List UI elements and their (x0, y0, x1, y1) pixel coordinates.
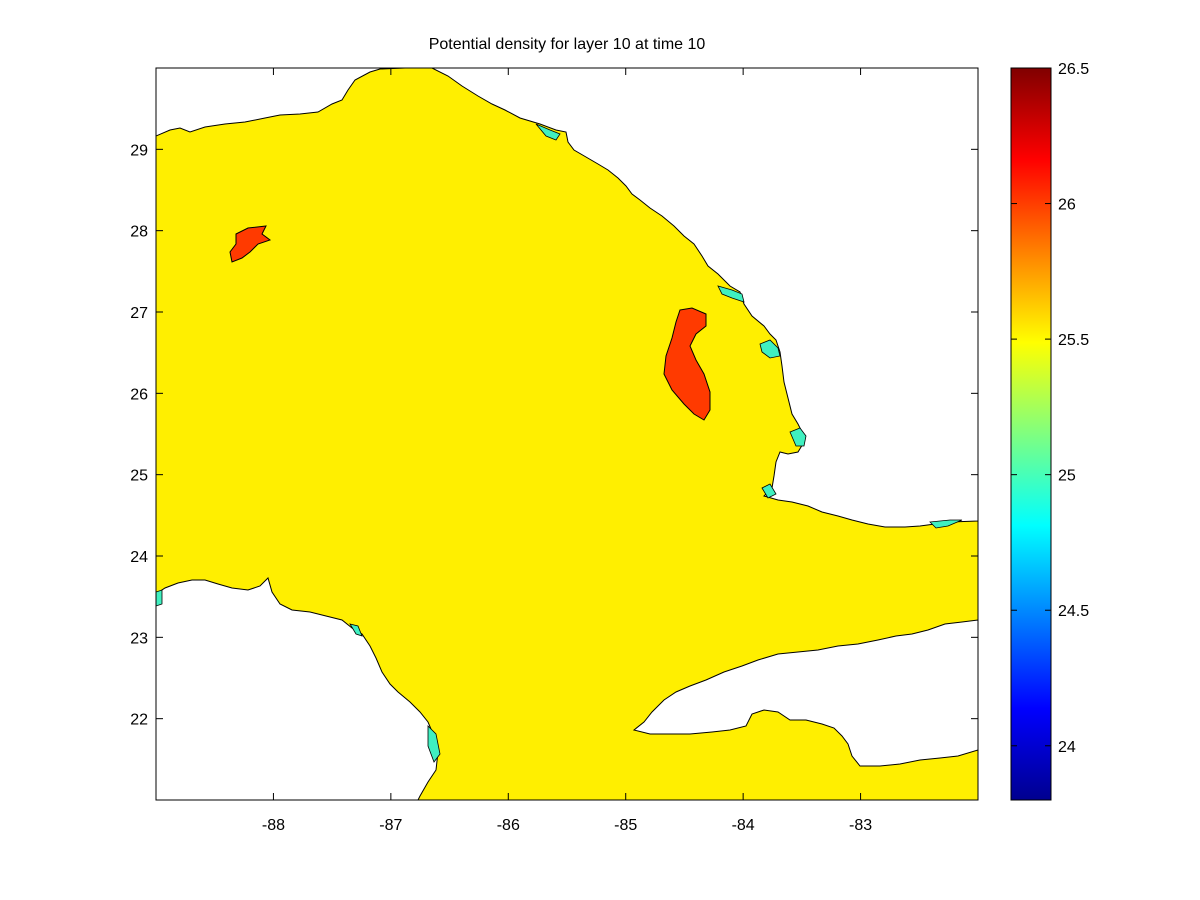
x-tick-label: -86 (497, 817, 520, 834)
low-density-patch (156, 589, 163, 607)
colorbar-gradient (1010, 67, 1052, 801)
low-density-patch (349, 623, 363, 637)
y-tick-label: 26 (130, 386, 148, 403)
high-density-patch-west (229, 225, 272, 263)
low-density-patch (717, 285, 745, 303)
land-us-gulf-coast (156, 68, 406, 137)
low-density-patch (759, 339, 781, 359)
x-axis: -88 -87 -86 -85 -84 -83 (262, 68, 872, 834)
high-density-patch-east (663, 307, 711, 421)
map-axes: -88 -87 -86 -85 -84 -83 22 23 24 25 26 27 28 29 (130, 67, 979, 834)
low-density-patch (761, 483, 777, 499)
x-tick-label: -83 (849, 817, 872, 834)
colorbar-tick-label: 25.5 (1058, 332, 1089, 349)
land-florida-peninsula (431, 68, 978, 528)
axes-frame (155, 67, 979, 801)
low-density-patch (427, 725, 441, 763)
y-tick-label: 23 (130, 630, 148, 647)
x-tick-label: -85 (614, 817, 637, 834)
y-tick-label: 27 (130, 305, 148, 322)
y-tick-label: 28 (130, 224, 148, 241)
low-density-patch (929, 519, 963, 529)
colorbar: 24 24.5 25 25.5 26 26.5 (1010, 61, 1089, 801)
map-plot-area (156, 68, 978, 800)
land-cuba (632, 619, 978, 767)
y-tick-label: 25 (130, 468, 148, 485)
y-tick-label: 24 (130, 549, 148, 566)
x-tick-label: -84 (732, 817, 755, 834)
colorbar-tick-label: 25 (1058, 468, 1076, 485)
low-density-patch (789, 427, 807, 447)
colorbar-tick-label: 24 (1058, 739, 1076, 756)
x-tick-label: -88 (262, 817, 285, 834)
y-tick-label: 22 (130, 712, 148, 729)
low-density-patch (535, 123, 561, 141)
colorbar-tick-label: 26.5 (1058, 61, 1089, 78)
chart-title: Potential density for layer 10 at time 1… (428, 36, 706, 53)
colorbar-tick-label: 24.5 (1058, 603, 1089, 620)
x-tick-label: -87 (379, 817, 402, 834)
colorbar-ticks: 24 24.5 25 25.5 26 26.5 (1011, 61, 1089, 756)
y-axis: 22 23 24 25 26 27 28 29 (130, 142, 978, 729)
y-tick-label: 29 (130, 142, 148, 159)
colorbar-tick-label: 26 (1058, 197, 1076, 214)
